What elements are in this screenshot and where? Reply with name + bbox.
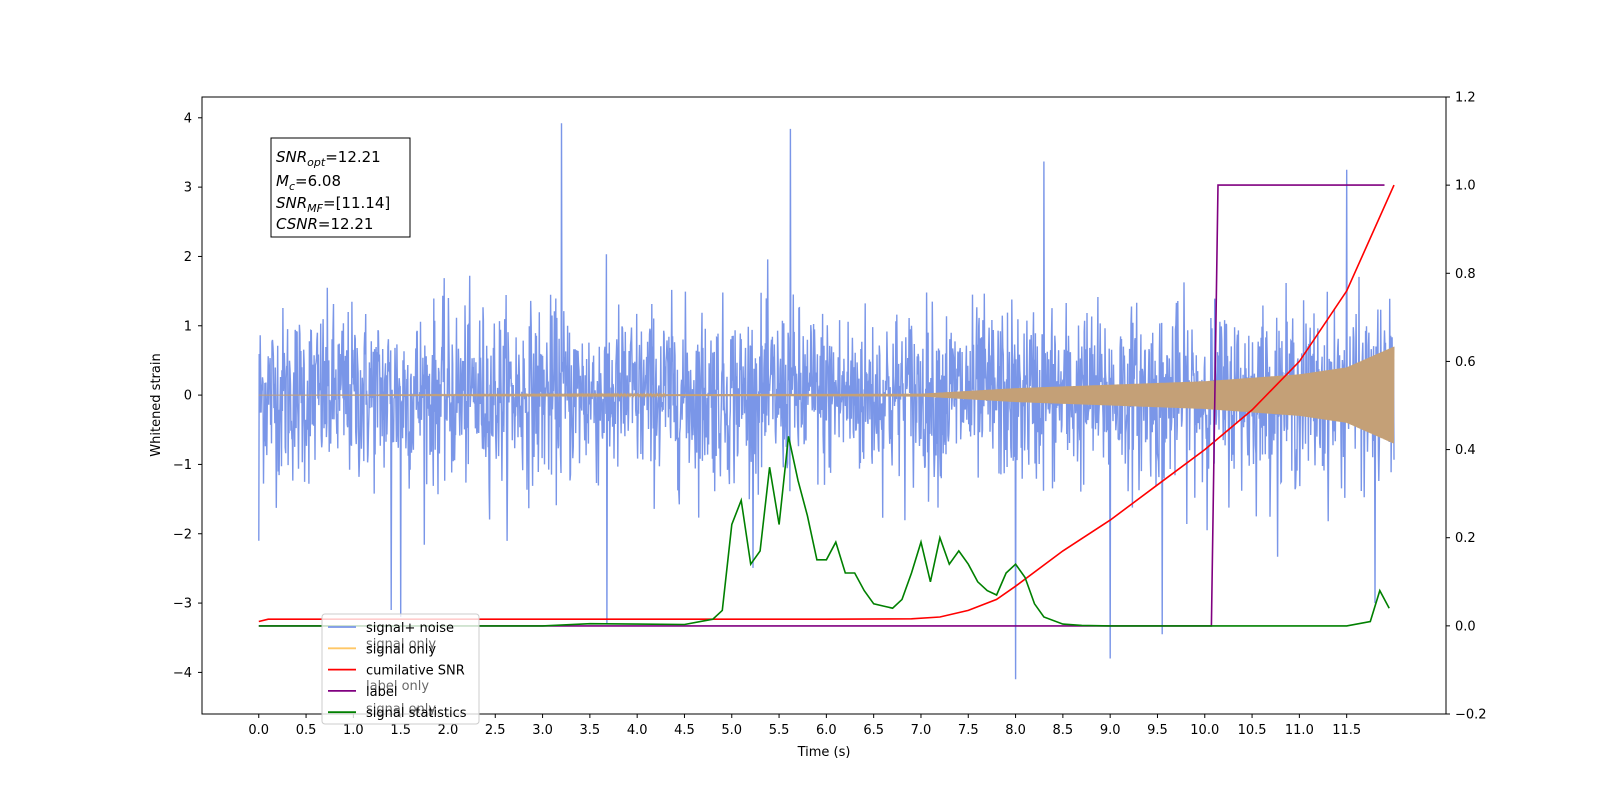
y-axis-left: 4 3 2 1 0 −1 −2 −3 −4 [173,111,202,681]
x-tick-label: 0.0 [248,723,269,738]
annotation-csnr: CSNR=12.21 [276,215,373,233]
annotation-snr-opt: SNRopt=12.21 [276,148,381,169]
x-tick-label: 8.0 [1005,723,1026,738]
y-left-tick-label: 2 [184,250,192,265]
y-left-tick-label: −1 [173,458,192,473]
y-axis-right: 1.2 1.0 0.8 0.6 0.4 0.2 0.0 −0.2 [1446,91,1487,723]
y-axis-label: Whitened strain [149,353,164,456]
x-tick-label: 9.5 [1147,723,1168,738]
legend-hidden-label: signal only [366,702,436,717]
x-tick-label: 2.0 [438,723,459,738]
x-tick-label: 3.5 [580,723,601,738]
legend-label: cumilative SNR [366,664,465,679]
x-tick-label: 9.0 [1100,723,1121,738]
y-left-tick-label: 4 [184,111,192,126]
x-tick-label: 5.0 [721,723,742,738]
x-tick-label: 5.5 [769,723,790,738]
x-tick-label: 4.5 [674,723,695,738]
legend-label: signal+ noise [366,621,454,636]
x-axis: 0.0 0.5 1.0 1.5 2.0 2.5 3.0 3.5 4.0 4.5 5.0 5.5 6.0 6… [248,714,1361,738]
x-axis-label: Time (s) [797,745,851,760]
plot-area [258,123,1395,680]
x-tick-label: 7.5 [958,723,979,738]
series-signal-only-line [258,346,1395,444]
annotation-frame [270,137,411,238]
y-right-tick-label: 1.2 [1455,91,1476,106]
x-tick-label: 2.5 [485,723,506,738]
y-right-tick-label: 1.0 [1455,179,1476,194]
x-tick-label: 1.0 [343,723,364,738]
legend: signal only label only signal only signal+… [321,613,480,725]
y-right-tick-label: 0.8 [1455,267,1476,282]
legend-label: signal statistics [366,706,467,721]
x-tick-label: 6.0 [816,723,837,738]
x-tick-label: 11.0 [1285,723,1314,738]
x-tick-label: 1.5 [390,723,411,738]
legend-frame [321,613,480,725]
plot-frame [201,96,1447,715]
series-label-line [258,184,1385,627]
x-tick-label: 6.5 [863,723,884,738]
legend-hidden-entries: signal only label only signal only [366,637,436,717]
y-left-tick-label: 3 [184,181,192,196]
y-left-tick-label: −2 [173,527,192,542]
series-layer [258,123,1395,680]
legend-hidden-label: label only [366,679,429,694]
x-tick-label: 10.5 [1238,723,1267,738]
y-left-tick-label: −3 [173,597,192,612]
series-signal-noise-line [258,123,1395,680]
x-tick-label: 4.0 [627,723,648,738]
x-tick-label: 10.0 [1190,723,1219,738]
series-cumilative-snr-line [258,184,1395,623]
legend-hidden-label: signal only [366,637,436,652]
y-right-tick-label: 0.6 [1455,355,1476,370]
y-left-tick-label: 0 [184,389,192,404]
annotation-box: SNRopt=12.21 Mc=6.08 SNRMF=[11.14] CSNR=… [270,137,411,238]
annotation-snr-mf: SNRMF=[11.14] [276,194,390,215]
annotation-mc: Mc=6.08 [276,172,341,193]
y-right-tick-label: 0.2 [1455,531,1476,546]
x-tick-label: 0.5 [296,723,317,738]
x-tick-label: 8.5 [1053,723,1074,738]
x-tick-label: 7.0 [911,723,932,738]
x-tick-label: 3.0 [532,723,553,738]
series-signal-statistics-line [258,436,1390,627]
x-tick-label: 11.5 [1332,723,1361,738]
y-right-tick-label: 0.4 [1455,443,1476,458]
y-right-tick-label: 0.0 [1455,619,1476,634]
y-left-tick-label: −4 [173,666,192,681]
legend-label: signal only [366,642,436,657]
y-right-tick-label: −0.2 [1455,708,1487,723]
legend-label: label [366,685,397,700]
y-left-tick-label: 1 [184,319,192,334]
